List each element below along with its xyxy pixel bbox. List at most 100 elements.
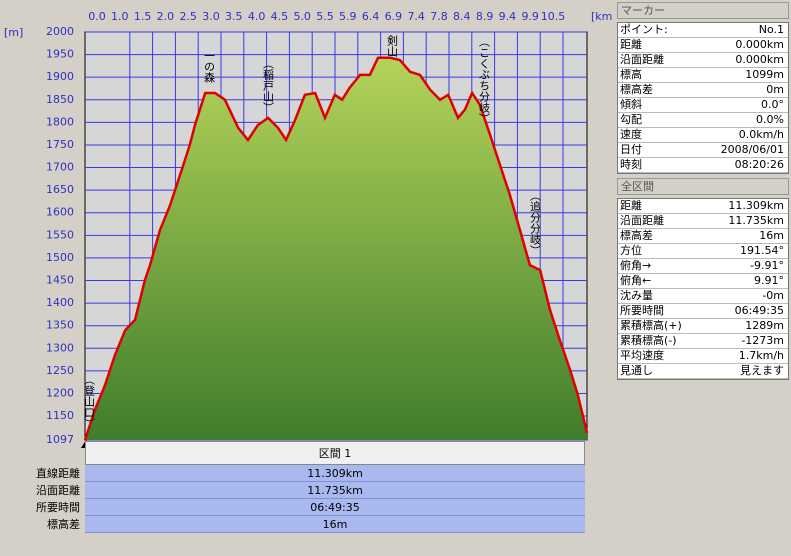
row-label: 標高 [620, 68, 642, 81]
row-label: 所要時間 [36, 501, 80, 514]
row-label: 日付 [620, 143, 642, 156]
panel-row: 俯角← 9.91° [618, 274, 788, 289]
row-label: 方位 [620, 244, 642, 257]
panel-row: 傾斜 0.0° [618, 98, 788, 113]
row-label: 傾斜 [620, 98, 642, 111]
y-tick-label: 1900 [46, 70, 74, 83]
panel-row: 標高 1099m [618, 68, 788, 83]
row-value: 11.309km [85, 465, 585, 482]
row-label: 累積標高(-) [620, 334, 677, 347]
x-tick-label: 5.5 [316, 10, 334, 23]
section-row: 所要時間 06:49:35 [0, 499, 612, 516]
row-label: 直線距離 [36, 467, 80, 480]
y-tick-label: 1200 [46, 386, 74, 399]
row-value: 1.7km/h [738, 349, 784, 362]
y-tick-label: 1097 [46, 433, 74, 446]
panel-row: 距離 0.000km [618, 38, 788, 53]
row-value: 11.735km [728, 214, 784, 227]
annotation: （追分分岐） [529, 190, 542, 256]
row-label: 標高差 [620, 83, 653, 96]
panel-row: 標高差 16m [618, 229, 788, 244]
row-value: -0m [762, 289, 784, 302]
row-label: 沈み量 [620, 289, 653, 302]
row-value: 0.0° [761, 98, 784, 111]
row-label: 沿面距離 [620, 214, 664, 227]
x-tick-label: 0.0 [88, 10, 106, 23]
x-tick-label: 1.0 [111, 10, 129, 23]
x-unit: [km] [591, 10, 612, 23]
row-value: 191.54° [740, 244, 784, 257]
row-value: 11.309km [728, 199, 784, 212]
row-value: 見えます [740, 364, 784, 377]
row-label: 標高差 [620, 229, 653, 242]
x-tick-label: 3.5 [225, 10, 243, 23]
row-value: 0.0km/h [738, 128, 784, 141]
x-tick-label: 2.0 [157, 10, 175, 23]
panel-row: 日付 2008/06/01 [618, 143, 788, 158]
annotation: （登山口） [83, 374, 96, 429]
row-label: 俯角→ [620, 259, 652, 272]
panel-row: 沿面距離 11.735km [618, 214, 788, 229]
marker-panel: マーカー ポイント: No.1 距離 0.000km 沿面距離 0.000km 標高 1099m… [617, 2, 789, 174]
row-value: 06:49:35 [85, 499, 585, 516]
row-label: 俯角← [620, 274, 652, 287]
row-value: 1099m [745, 68, 784, 81]
x-tick-label: 4.0 [248, 10, 266, 23]
panel-row: 俯角→ -9.91° [618, 259, 788, 274]
x-tick-label: 9.9 [521, 10, 539, 23]
row-label: 時刻 [620, 158, 642, 171]
annotation: 一の森 [203, 50, 216, 84]
y-tick-label: 1500 [46, 251, 74, 264]
row-value: 0.0% [756, 113, 784, 126]
x-tick-label: 4.5 [271, 10, 289, 23]
panel-row: ポイント: No.1 [618, 23, 788, 38]
row-label: 所要時間 [620, 304, 664, 317]
panel-row: 累積標高(+) 1289m [618, 319, 788, 334]
panel-row: 標高差 0m [618, 83, 788, 98]
row-label: 見通し [620, 364, 653, 377]
row-label: 速度 [620, 128, 642, 141]
y-tick-label: 1150 [46, 409, 74, 422]
panel-row: 平均速度 1.7km/h [618, 349, 788, 364]
chart: [m] [km] 1097 1150 1200 1250 1300 1350 1400 145… [4, 10, 612, 448]
x-tick-label: 6.9 [385, 10, 403, 23]
panel-row: 時刻 08:20:26 [618, 158, 788, 173]
y-unit: [m] [4, 26, 23, 39]
y-tick-label: 1750 [46, 138, 74, 151]
panel-row: 勾配 0.0% [618, 113, 788, 128]
area [85, 57, 587, 441]
panel-row: 所要時間 06:49:35 [618, 304, 788, 319]
total-panel: 全区間 距離 11.309km 沿面距離 11.735km 標高差 16m 方位 191.54°… [617, 178, 789, 380]
panel-row: 沿面距離 0.000km [618, 53, 788, 68]
row-value: 2008/06/01 [720, 143, 784, 156]
panel-row: 累積標高(-) -1273m [618, 334, 788, 349]
row-value: 0.000km [735, 38, 784, 51]
row-value: No.1 [758, 23, 784, 36]
annotation: （こくぶち分岐） [478, 36, 491, 124]
x-tick-label: 10.5 [541, 10, 566, 23]
row-value: 9.91° [754, 274, 784, 287]
x-tick-label: 3.0 [202, 10, 220, 23]
panel-table: ポイント: No.1 距離 0.000km 沿面距離 0.000km 標高 1099m 標高差 0… [617, 22, 789, 174]
y-tick-label: 1600 [46, 206, 74, 219]
profile-line [83, 56, 589, 441]
panel-row: 距離 11.309km [618, 199, 788, 214]
x-tick-label: 5.9 [339, 10, 357, 23]
row-label: 累積標高(+) [620, 319, 682, 332]
row-label: 沿面距離 [620, 53, 664, 66]
row-label: ポイント: [620, 23, 668, 36]
y-tick-label: 1850 [46, 93, 74, 106]
section-row: 沿面距離 11.735km [0, 482, 612, 499]
panel-row: 速度 0.0km/h [618, 128, 788, 143]
row-label: 標高差 [47, 518, 80, 531]
section-title: 区間 1 [85, 441, 585, 465]
x-tick-label: 2.5 [179, 10, 197, 23]
row-label: 距離 [620, 199, 642, 212]
row-value: 16m [85, 516, 585, 533]
row-label: 勾配 [620, 113, 642, 126]
x-tick-label: 1.5 [134, 10, 152, 23]
y-tick-label: 1400 [46, 296, 74, 309]
panel-table: 距離 11.309km 沿面距離 11.735km 標高差 16m 方位 191.54° 俯角→… [617, 198, 789, 380]
y-tick-label: 1250 [46, 364, 74, 377]
row-value: 08:20:26 [734, 158, 784, 171]
